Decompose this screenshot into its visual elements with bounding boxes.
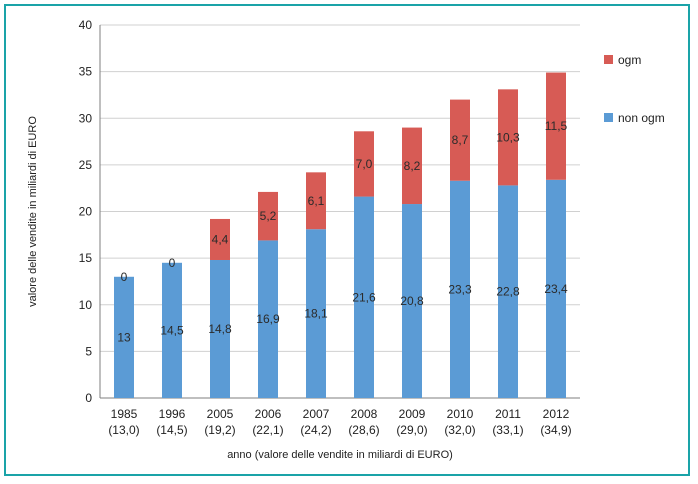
bar-non-ogm [450, 180, 470, 398]
bar-non-ogm [162, 262, 182, 398]
data-label-non-ogm: 13 [117, 330, 131, 344]
legend-label: ogm [618, 53, 641, 67]
x-tick-sublabel: (22,1) [252, 423, 283, 437]
bar-ogm [498, 89, 518, 186]
data-label-non-ogm: 23,4 [544, 282, 568, 296]
data-label-non-ogm: 14,8 [208, 322, 232, 336]
x-tick-sublabel: (28,6) [348, 423, 379, 437]
x-tick-label: 2012 [543, 407, 570, 421]
data-label-non-ogm: 16,9 [256, 312, 280, 326]
bar-ogm [546, 72, 566, 180]
x-tick-label: 2006 [255, 407, 282, 421]
bar-non-ogm [354, 196, 374, 398]
bar-non-ogm [546, 179, 566, 398]
data-label-ogm: 0 [169, 256, 176, 270]
y-tick-label: 5 [85, 344, 92, 358]
bar-ogm [258, 191, 278, 241]
x-axis-title: anno (valore delle vendite in miliardi d… [227, 449, 453, 461]
data-label-non-ogm: 21,6 [352, 290, 376, 304]
data-label-ogm: 5,2 [260, 209, 277, 223]
data-label-non-ogm: 18,1 [304, 307, 328, 321]
y-tick-label: 25 [79, 158, 93, 172]
data-label-non-ogm: 23,3 [448, 282, 472, 296]
x-tick-label: 2010 [447, 407, 474, 421]
x-tick-sublabel: (19,2) [204, 423, 235, 437]
legend-swatch [604, 55, 613, 64]
y-tick-label: 30 [79, 111, 93, 125]
y-tick-label: 10 [79, 298, 93, 312]
legend-swatch [604, 113, 613, 122]
x-tick-sublabel: (13,0) [108, 423, 139, 437]
x-tick-label: 1996 [159, 407, 186, 421]
x-tick-label: 2007 [303, 407, 330, 421]
data-label-ogm: 10,3 [496, 130, 520, 144]
y-axis-title: valore delle vendite in miliardi di EURO [27, 116, 39, 307]
legend-label: non ogm [618, 111, 665, 125]
bar-ogm [210, 218, 230, 260]
x-tick-label: 2005 [207, 407, 234, 421]
y-tick-label: 20 [79, 205, 93, 219]
x-tick-label: 2009 [399, 407, 426, 421]
data-label-ogm: 8,2 [404, 159, 421, 173]
x-tick-label: 2011 [495, 407, 521, 421]
data-label-non-ogm: 14,5 [160, 323, 184, 337]
y-tick-label: 40 [79, 18, 93, 32]
data-label-ogm: 4,4 [212, 232, 229, 246]
bar-ogm [306, 172, 326, 230]
y-tick-label: 15 [79, 251, 93, 265]
data-label-ogm: 8,7 [452, 133, 469, 147]
bar-non-ogm [258, 240, 278, 398]
x-tick-sublabel: (32,0) [444, 423, 475, 437]
y-tick-label: 35 [79, 65, 93, 79]
data-label-non-ogm: 22,8 [496, 285, 520, 299]
bar-ogm [402, 127, 422, 205]
x-tick-label: 1985 [111, 407, 138, 421]
bar-non-ogm [498, 185, 518, 398]
bar-non-ogm [402, 204, 422, 398]
x-tick-label: 2008 [351, 407, 378, 421]
data-label-ogm: 11,5 [545, 119, 568, 133]
x-tick-sublabel: (14,5) [156, 423, 187, 437]
x-tick-sublabel: (33,1) [492, 423, 523, 437]
bar-non-ogm [306, 229, 326, 398]
bar-ogm [450, 99, 470, 181]
y-tick-label: 0 [85, 391, 92, 405]
data-label-non-ogm: 20,8 [400, 294, 424, 308]
bar-non-ogm [114, 276, 134, 398]
data-label-ogm: 6,1 [308, 194, 325, 208]
data-label-ogm: 0 [121, 270, 128, 284]
bar-ogm [354, 131, 374, 197]
x-tick-sublabel: (29,0) [396, 423, 427, 437]
bar-non-ogm [210, 259, 230, 398]
data-label-ogm: 7,0 [356, 157, 373, 171]
x-tick-sublabel: (34,9) [540, 423, 571, 437]
x-tick-sublabel: (24,2) [300, 423, 331, 437]
